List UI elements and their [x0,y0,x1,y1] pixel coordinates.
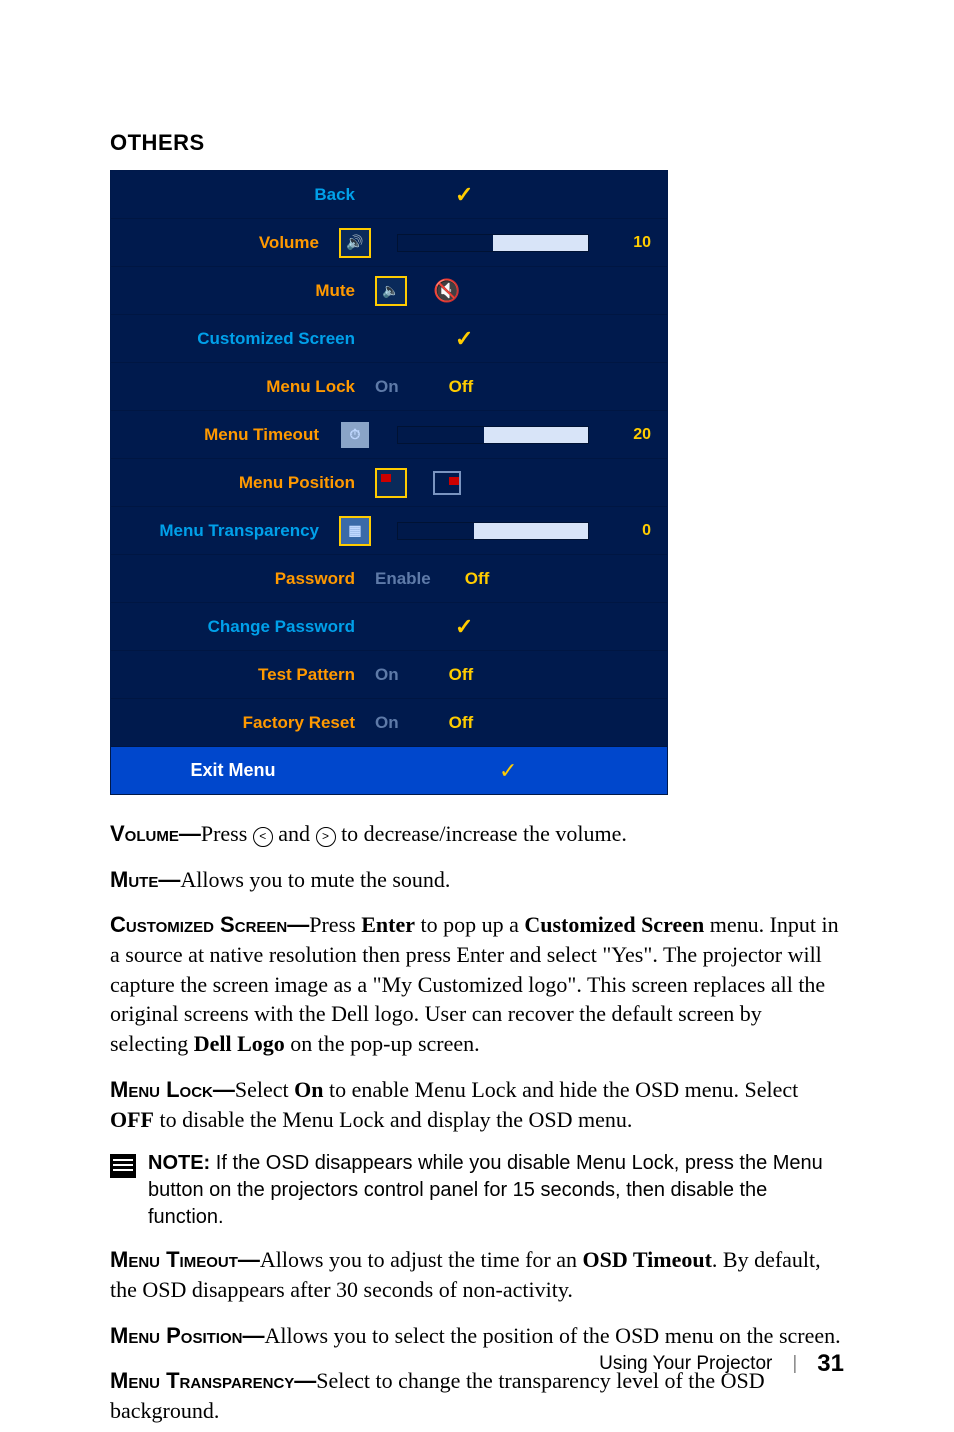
position-tr-icon [433,471,461,495]
term-menu-timeout: Menu Timeout— [110,1247,260,1272]
term-mute: Mute— [110,867,180,892]
testpattern-on[interactable]: On [375,665,399,685]
osd-row-password: Password Enable Off [111,555,667,603]
footer-separator: | [792,1353,797,1375]
osd-row-menu-position: Menu Position [111,459,667,507]
osd-label-menupos: Menu Position [111,473,369,493]
timeout-slider[interactable] [397,426,589,444]
timeout-value: 20 [615,426,667,444]
volume-slider[interactable] [397,234,589,252]
transparency-slider[interactable] [397,522,589,540]
term-volume: Volume— [110,821,201,846]
speaker-icon: 🔈 [375,276,407,306]
footer-page-number: 31 [817,1350,844,1378]
check-icon: ✓ [455,614,473,640]
osd-label-mute: Mute [111,281,369,301]
page-footer: Using Your Projector | 31 [599,1350,844,1378]
check-icon: ✓ [499,758,517,784]
osd-row-exit[interactable]: Exit Menu ✓ [111,747,667,794]
para-mute: Mute—Allows you to mute the sound. [110,865,844,895]
osd-label-changepw: Change Password [111,617,369,637]
osd-label-customized: Customized Screen [111,329,369,349]
osd-row-menu-lock: Menu Lock On Off [111,363,667,411]
osd-row-mute: Mute 🔈 🔇 [111,267,667,315]
speaker-mute-icon: 🔇 [433,278,461,304]
para-customized-screen: Customized Screen—Press Enter to pop up … [110,910,844,1058]
osd-row-test-pattern: Test Pattern On Off [111,651,667,699]
term-menu-lock: Menu Lock— [110,1077,235,1102]
para-menu-timeout: Menu Timeout—Allows you to adjust the ti… [110,1245,844,1304]
osd-label-factoryreset: Factory Reset [111,713,369,733]
osd-row-volume: Volume 🔊 10 [111,219,667,267]
osd-row-menu-timeout: Menu Timeout ⏱ 20 [111,411,667,459]
para-menu-lock: Menu Lock—Select On to enable Menu Lock … [110,1075,844,1134]
factoryreset-on[interactable]: On [375,713,399,733]
osd-row-back: Back ✓ [111,171,667,219]
osd-label-password: Password [111,569,369,589]
password-off[interactable]: Off [465,569,490,589]
para-volume: Volume—Press < and > to decrease/increas… [110,819,844,849]
transparency-value: 0 [615,522,667,540]
testpattern-off[interactable]: Off [449,665,474,685]
position-tl-icon [375,468,407,498]
osd-row-customized-screen: Customized Screen ✓ [111,315,667,363]
osd-label-exit: Exit Menu [111,760,369,781]
osd-label-back: Back [111,185,369,205]
section-heading: OTHERS [110,130,844,156]
circle-left-icon: < [253,827,273,847]
body-text: Volume—Press < and > to decrease/increas… [110,819,844,1426]
para-menu-position: Menu Position—Allows you to select the p… [110,1321,844,1351]
check-icon: ✓ [455,326,473,352]
note-text: NOTE: If the OSD disappears while you di… [148,1150,844,1231]
circle-right-icon: > [316,827,336,847]
footer-label: Using Your Projector [599,1353,772,1375]
term-customized-screen: Customized Screen— [110,912,309,937]
menulock-off[interactable]: Off [449,377,474,397]
menulock-on[interactable]: On [375,377,399,397]
note-icon [110,1154,136,1178]
speaker-on-icon: 🔊 [339,228,371,258]
clock-icon: ⏱ [339,420,371,450]
check-icon: ✓ [455,182,473,208]
osd-label-menutrans: Menu Transparency [111,521,333,541]
password-enable[interactable]: Enable [375,569,431,589]
osd-menu: Back ✓ Volume 🔊 10 Mute 🔈 🔇 Customized S… [110,170,668,795]
volume-value: 10 [615,234,667,252]
transparency-icon: ▦ [339,516,371,546]
osd-label-volume: Volume [111,233,333,253]
osd-label-testpattern: Test Pattern [111,665,369,685]
factoryreset-off[interactable]: Off [449,713,474,733]
osd-row-menu-transparency: Menu Transparency ▦ 0 [111,507,667,555]
term-menu-position: Menu Position— [110,1323,264,1348]
osd-label-menutimeout: Menu Timeout [111,425,333,445]
osd-label-menulock: Menu Lock [111,377,369,397]
note-block: NOTE: If the OSD disappears while you di… [110,1150,844,1231]
osd-row-factory-reset: Factory Reset On Off [111,699,667,747]
term-menu-transparency: Menu Transparency— [110,1368,316,1393]
osd-row-change-password: Change Password ✓ [111,603,667,651]
